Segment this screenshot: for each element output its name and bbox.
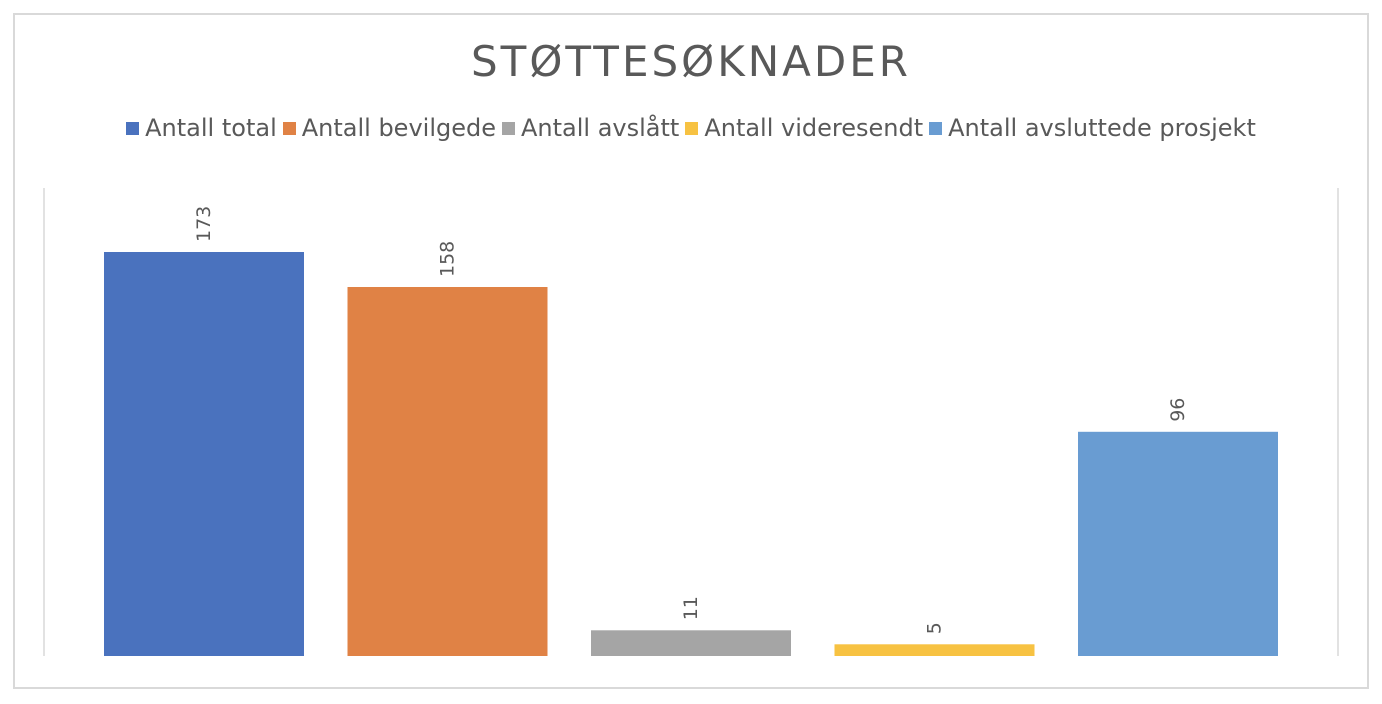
value-label-antall-bevilgede: 158 — [437, 241, 459, 277]
legend-swatch-antall-total — [126, 121, 140, 135]
legend-swatch-antall-avslatt — [501, 121, 515, 135]
legend-item-antall-total: Antall total — [126, 114, 277, 142]
legend-item-antall-avsluttede-prosjekt: Antall avsluttede prosjekt — [929, 114, 1256, 142]
legend-label-antall-avslatt: Antall avslått — [520, 114, 680, 142]
legend-swatch-antall-avsluttede-prosjekt — [929, 121, 943, 135]
bar-antall-total — [104, 252, 304, 656]
legend-item-antall-avslatt: Antall avslått — [501, 114, 680, 142]
bar-antall-avslatt — [591, 630, 791, 656]
legend-swatch-antall-videresendt — [685, 121, 699, 135]
chart-legend: Antall total Antall bevilgede Antall avs… — [0, 114, 1382, 142]
value-label-group: 173 158 11 5 96 — [193, 206, 1189, 635]
legend-item-antall-bevilgede: Antall bevilgede — [282, 114, 496, 142]
value-label-antall-avsluttede-prosjekt: 96 — [1167, 398, 1189, 422]
value-label-antall-videresendt: 5 — [924, 622, 946, 634]
legend-item-antall-videresendt: Antall videresendt — [685, 114, 923, 142]
legend-label-antall-videresendt: Antall videresendt — [704, 114, 924, 142]
legend-label-antall-total: Antall total — [145, 114, 277, 142]
legend-label-antall-avsluttede-prosjekt: Antall avsluttede prosjekt — [948, 114, 1256, 142]
bar-group — [104, 252, 1278, 656]
legend-swatch-antall-bevilgede — [282, 121, 296, 135]
chart-title: STØTTESØKNADER — [471, 37, 911, 86]
legend-label-antall-bevilgede: Antall bevilgede — [301, 114, 496, 142]
bar-antall-avsluttede-prosjekt — [1078, 431, 1278, 656]
bar-antall-videresendt — [834, 644, 1035, 656]
value-label-antall-total: 173 — [193, 206, 215, 242]
value-label-antall-avslatt: 11 — [680, 596, 702, 620]
bar-antall-bevilgede — [347, 287, 548, 656]
